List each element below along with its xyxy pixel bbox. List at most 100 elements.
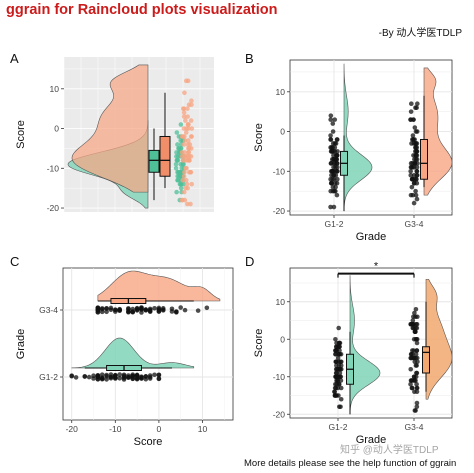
panel-c-rain-g3-4-point — [147, 307, 153, 313]
panel-b-rain-g3-4-point — [409, 184, 415, 190]
panel-a-y-tick-label: 0 — [54, 124, 59, 134]
panel-b-rain-g1-2-point — [328, 117, 333, 122]
panel-b-rain-g3-4-point — [414, 168, 420, 174]
panel-b-g3-4-box — [420, 138, 428, 180]
panel-b-density-g3-4 — [423, 67, 453, 196]
panel-b-rain-g1-2-point — [332, 145, 338, 150]
panel-a-rain-g1-2-point — [174, 158, 180, 163]
panel-c-rain-g3-4-point — [95, 308, 101, 313]
panel-c-x-axis-label: Score — [134, 436, 163, 448]
panel-b-rain-g3-4-point — [410, 192, 416, 198]
panel-d-rain-g3-4-point — [410, 325, 416, 331]
panel-d-rain-g1-2-point — [335, 385, 341, 391]
panel-b-rain-g3-4-point — [412, 125, 418, 130]
panel-d-rain-g3-4-point — [414, 340, 420, 346]
panel-b-rain-g1-2-point — [334, 137, 340, 142]
panel-c-rain-g3-4-point — [104, 309, 109, 315]
panel-c-rain-g3-4-point — [104, 306, 109, 311]
panel-d-density-g1-2 — [349, 275, 381, 415]
panel-a-rain-g3-4-point — [183, 118, 188, 123]
panel-c-rain-g3-4-point — [143, 307, 149, 313]
panel-a-rain-g1-2-point — [173, 165, 179, 171]
panel-d-rain-g3-4-point — [415, 359, 420, 365]
panel-a-rain-g3-4-point — [188, 118, 194, 123]
panel-b-rain-g1-2-point — [334, 153, 339, 158]
panel-b-rain-g3-4-point — [415, 101, 420, 107]
panel-a-density-g3-4 — [71, 64, 149, 193]
panel-d-y-tick-label: 0 — [280, 334, 285, 344]
panel-c-x-tick-label: -10 — [109, 424, 122, 434]
panel-label-b: B — [245, 51, 254, 66]
panel-b-y-tick-label: -20 — [273, 206, 286, 216]
panel-c-rain-g3-4-point — [152, 305, 157, 311]
panel-a-rain-g3-4-point — [185, 106, 190, 111]
plot-panel — [289, 267, 453, 419]
panel-d-rain-g3-4-point — [414, 381, 419, 387]
panel-c-rain-g1-2-point — [130, 374, 136, 380]
panel-b-rain-g1-2-point — [329, 172, 334, 178]
panel-c-rain-g3-4-point — [182, 307, 188, 313]
panel-a-rain-g3-4-point — [189, 98, 194, 104]
panel-c-rain-g3-4-point — [169, 309, 175, 314]
panel-a-rain-g1-2-point — [178, 169, 183, 175]
panel-a-rain-g1-2-point — [178, 185, 184, 191]
panel-b-rain-g1-2-point — [328, 161, 334, 166]
panel-c-rain-g1-2-point — [113, 375, 118, 381]
panel-d-rain-g3-4-point — [413, 374, 419, 380]
panel-a-rain-g3-4-point — [182, 138, 188, 143]
panel-c-rain-g3-4-point — [99, 306, 105, 311]
panel-c-rain-g3-4-point — [117, 307, 122, 313]
panel-d-rain-g3-4-point — [413, 321, 419, 327]
panel-b-y-tick-label: -10 — [273, 166, 286, 176]
panel-c-rain-g1-2-point — [134, 376, 140, 382]
panel-a-rain-g3-4-point — [182, 169, 187, 175]
panel-c-rain-g1-2-point — [95, 373, 101, 378]
panel-b-rain-g3-4-point — [410, 133, 416, 138]
panel-d-rain-g3-4-point — [413, 363, 419, 368]
panel-c-rain-g1-2-point — [139, 376, 144, 381]
panel-c-rain-g3-4-point — [126, 308, 131, 314]
panel-b-x-tick-label: G3-4 — [405, 219, 424, 229]
panel-d-rain-g3-4-point — [414, 348, 420, 353]
byline: -By 动人学医TDLP — [378, 28, 462, 39]
panel-b-rain-g1-2-point — [333, 157, 339, 162]
panel-d-rain-g3-4-point — [411, 314, 416, 320]
panel-d-rain-g3-4-point — [414, 385, 420, 391]
panel-d-rain-g1-2-point — [338, 378, 344, 383]
panel-c-rain-g3-4-point — [156, 305, 162, 311]
panel-c-rain-g1-2-point — [104, 373, 109, 379]
panel-b-rain-g3-4-point — [413, 129, 419, 134]
panel-a-rain-g3-4-point — [180, 177, 186, 183]
panel-c-rain-g1-2-point — [91, 376, 96, 381]
panel-d-rain-g3-4-point — [408, 321, 413, 327]
panel-b-rain-g3-4-point — [414, 196, 420, 202]
panel-a-rain-g3-4-point — [186, 154, 192, 159]
panel-b-rain-g1-2-point — [334, 161, 340, 166]
panel-d-rain-g1-2-point — [336, 351, 342, 357]
panel-a-y-tick-label: 10 — [50, 84, 60, 94]
panel-a-rain-g3-4-point — [181, 110, 187, 115]
panel-b-rain-g1-2-point — [330, 188, 336, 194]
panel-d-rain-g1-2-point — [334, 348, 340, 353]
panel-a-rain-g3-4-point — [186, 150, 191, 155]
panel-c-rain-g1-2-point — [121, 372, 127, 378]
panel-b-rain-g3-4-point — [408, 109, 414, 114]
panel-a-rain-g3-4-point — [186, 122, 191, 127]
panel-d-rain-g3-4-point — [408, 355, 414, 361]
panel-d-rain-g1-2-point — [333, 336, 338, 342]
panel-b-rain-g3-4-point — [412, 176, 417, 182]
panel-d-y-tick-label: -20 — [273, 409, 286, 419]
panel-d-rain-g3-4-point — [413, 336, 419, 342]
panel-d-rain-g1-2-point — [338, 385, 344, 391]
panel-d-x-tick-label: G3-4 — [405, 422, 424, 432]
panel-d-rain-g3-4-point — [410, 348, 415, 353]
panel-b-rain-g1-2-point — [334, 168, 340, 174]
panel-c-y-axis-label: Grade — [15, 329, 27, 360]
panel-b-rain-g1-2-point — [328, 204, 333, 210]
panel-a-rain-g1-2-point — [176, 146, 182, 151]
panel-b-rain-g1-2-point — [330, 141, 336, 146]
panel-d-rain-g3-4-point — [414, 389, 420, 395]
panel-b-rain-g1-2-point — [333, 172, 339, 178]
panel-d-y-tick-label: 10 — [276, 297, 286, 307]
